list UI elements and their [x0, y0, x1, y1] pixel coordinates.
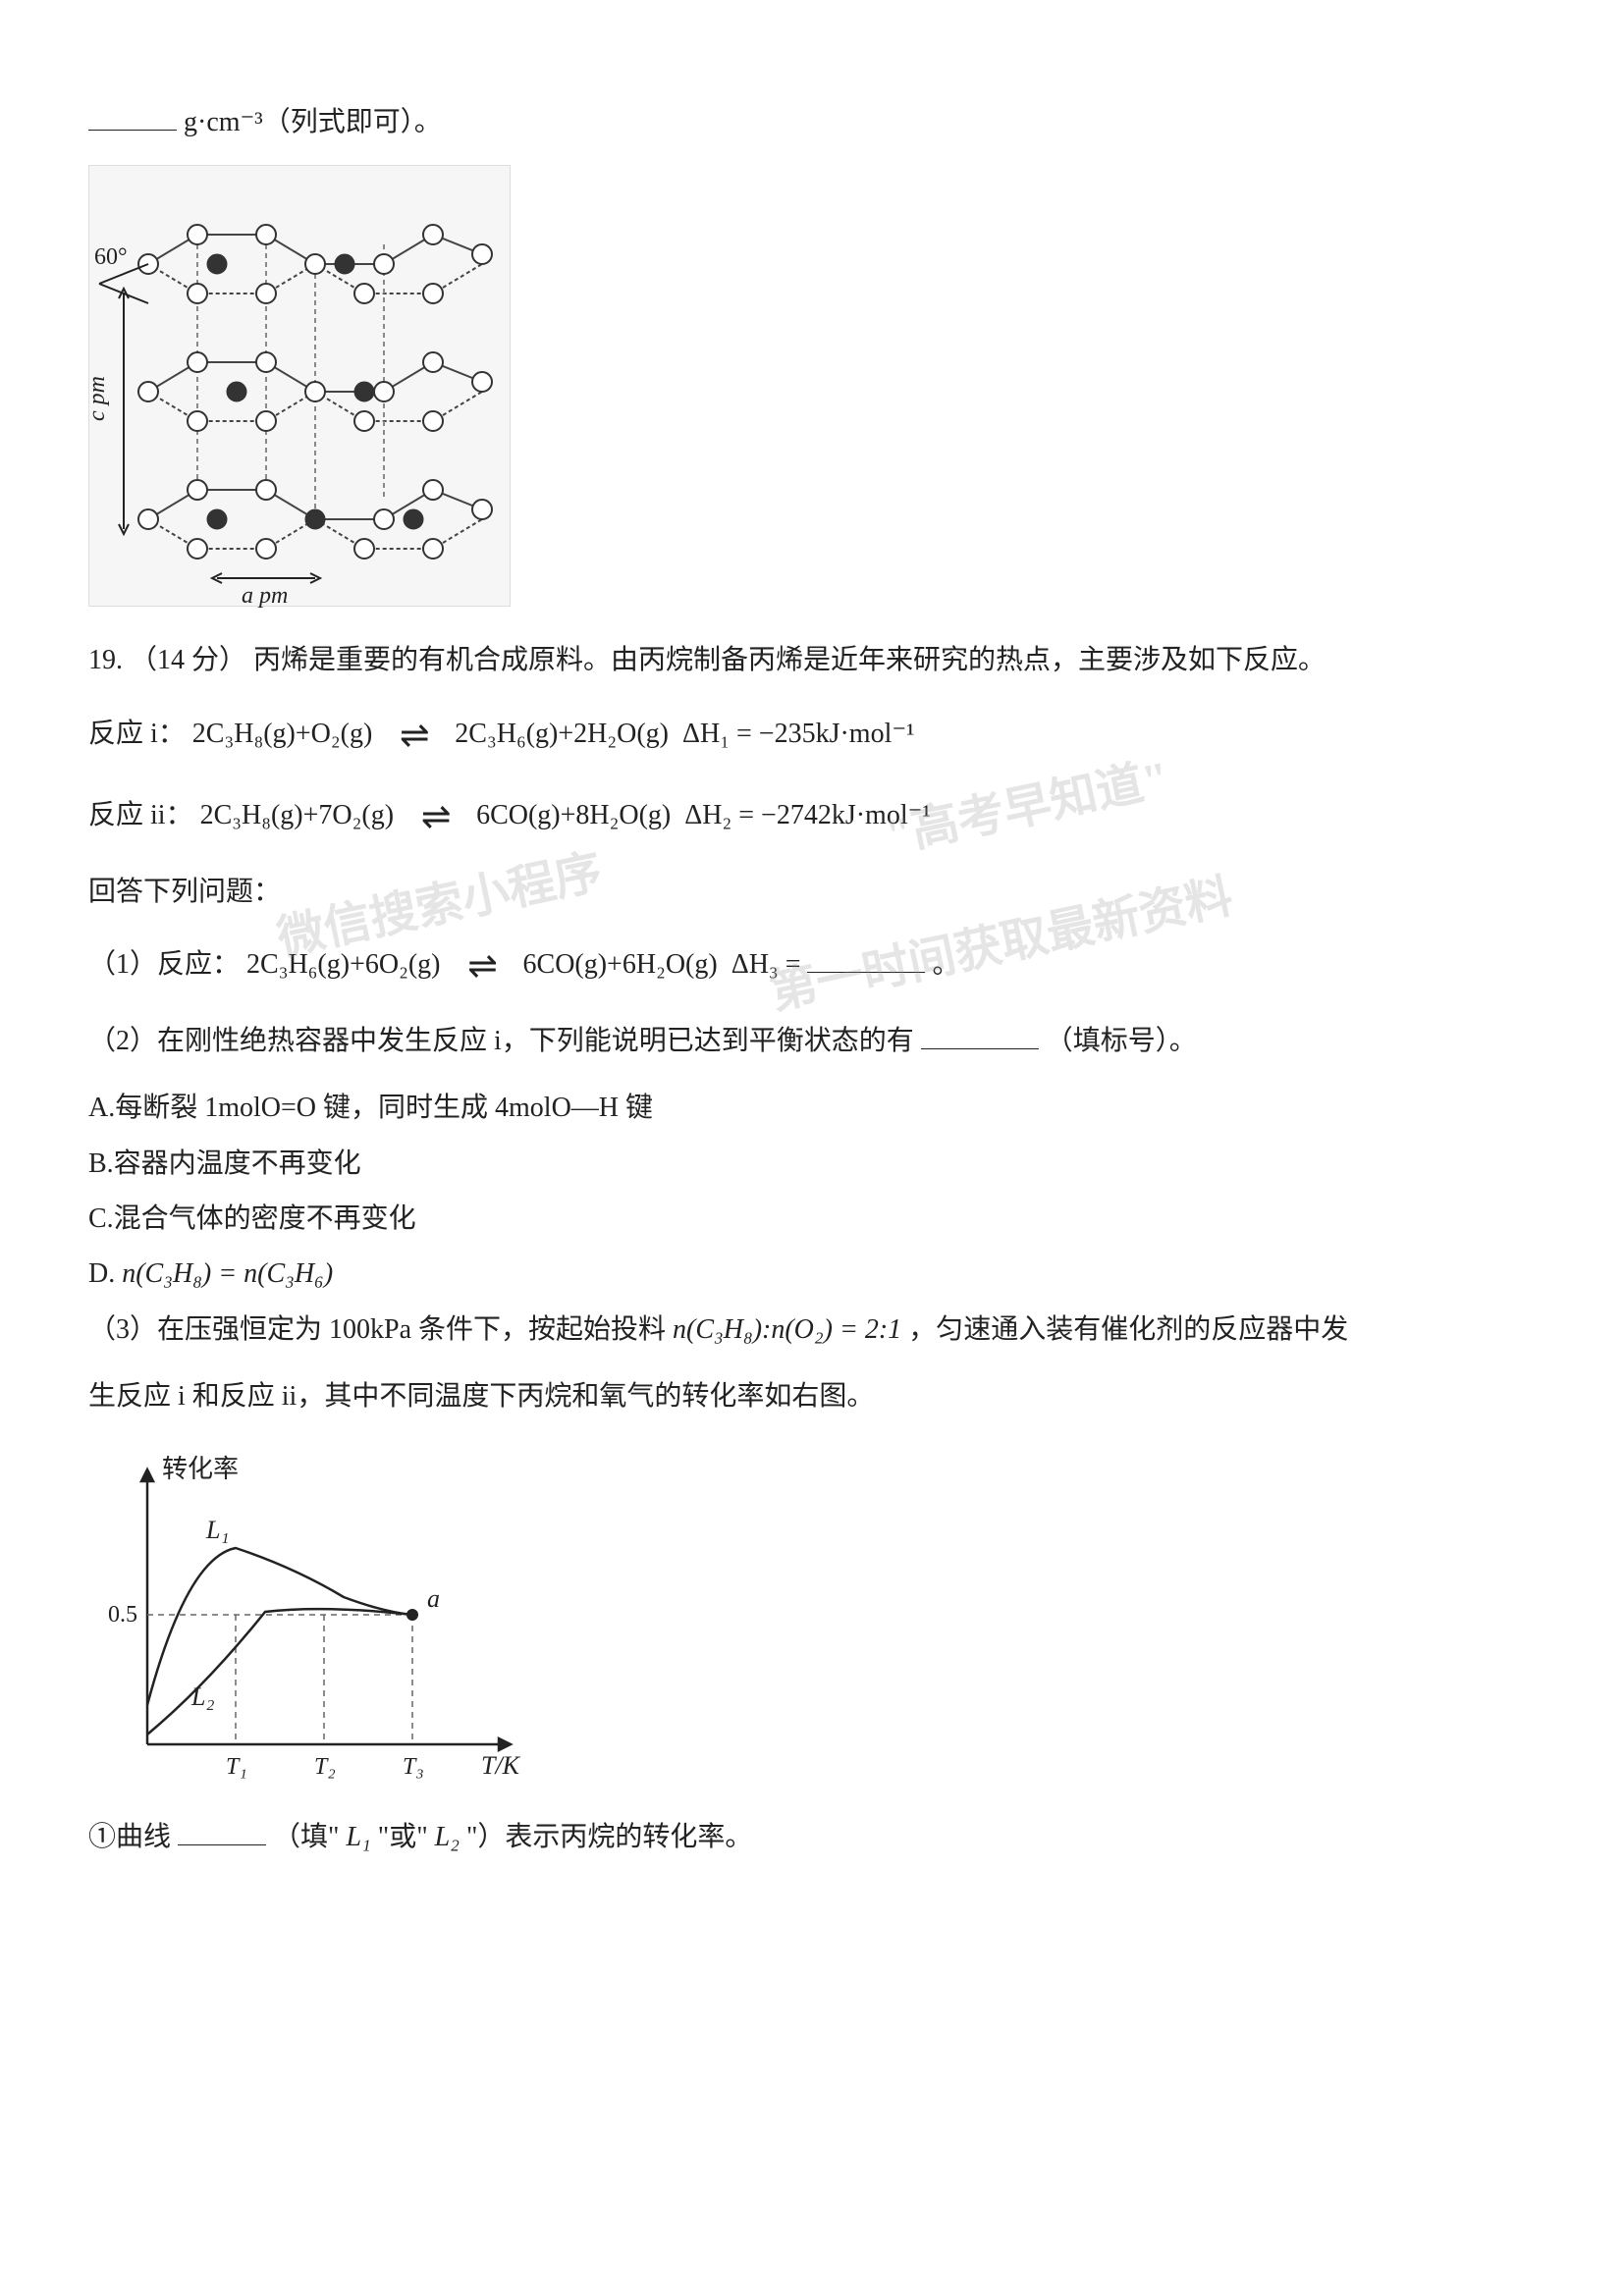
- c-axis-label: c pm: [89, 376, 110, 421]
- label-L1: L₁: [205, 1516, 230, 1544]
- q19-part3-cont: 生反应 i 和反应 ii，其中不同温度下丙烷和氧气的转化率如右图。: [88, 1372, 1536, 1421]
- answer-blank-density[interactable]: [88, 100, 177, 131]
- q19-part2: （2）在刚性绝热容器中发生反应 i，下列能说明已达到平衡状态的有 （填标号）。: [88, 1017, 1536, 1066]
- q19-points: （14 分）: [130, 645, 246, 675]
- answer-blank-dh3[interactable]: [807, 943, 925, 974]
- angle-label: 60°: [94, 244, 128, 270]
- q19-intro: 19. （14 分） 丙烯是重要的有机合成原料。由丙烷制备丙烯是近年来研究的热点…: [88, 636, 1536, 685]
- curve-L2: [147, 1609, 412, 1735]
- part2-text: （2）在刚性绝热容器中发生反应 i，下列能说明已达到平衡状态的有: [88, 1026, 914, 1056]
- answer-prompt: 回答下列问题：: [88, 868, 1536, 917]
- y-tick-0.5: 0.5: [108, 1602, 137, 1628]
- answer-blank-curve[interactable]: [178, 1815, 266, 1845]
- option-c: C.混合气体的密度不再变化: [88, 1195, 1536, 1244]
- point-a: [406, 1609, 418, 1621]
- q19-intro-text: 丙烯是重要的有机合成原料。由丙烷制备丙烯是近年来研究的热点，主要涉及如下反应。: [253, 645, 1326, 675]
- option-a: A.每断裂 1molO=O 键，同时生成 4molO—H 键: [88, 1084, 1536, 1133]
- reaction-ii-rhs: 6CO(g)+8H₂O(g): [476, 801, 671, 831]
- part1-lhs: 2C₃H₆(g)+6O₂(g): [246, 949, 441, 980]
- x-tick-t2: T₂: [314, 1754, 336, 1780]
- part1-dh: ΔH₃ =: [731, 949, 801, 980]
- sub1-l2: L₂: [435, 1822, 460, 1852]
- reaction-ii: 反应 ii： 2C₃H₈(g)+7O₂(g) 6CO(g)+8H₂O(g) ΔH…: [88, 785, 1536, 850]
- equilibrium-arrow-icon: [401, 785, 469, 850]
- x-tick-t3: T₃: [403, 1754, 424, 1780]
- part1-rhs: 6CO(g)+6H₂O(g): [523, 949, 718, 980]
- reaction-i-dh: ΔH₁ = −235kJ·mol⁻¹: [682, 719, 915, 749]
- x-axis-label: T/K: [481, 1751, 521, 1780]
- point-a-label: a: [427, 1584, 440, 1613]
- label-L2: L₂: [190, 1682, 215, 1711]
- part3-b: ，匀速通入装有催化剂的反应器中发: [908, 1314, 1348, 1345]
- conversion-graph: 转化率 T/K 0.5 T₁ T₂ T₃ L₁ L₂ a: [88, 1440, 540, 1784]
- y-axis-label: 转化率: [162, 1455, 239, 1483]
- part1-label: （1）反应：: [88, 949, 240, 980]
- a-axis-label: a pm: [242, 583, 288, 608]
- option-d-prefix: D.: [88, 1258, 115, 1289]
- sub1-or: "或": [378, 1822, 428, 1852]
- top-fragment: g·cm⁻³（列式即可）。: [88, 98, 1536, 147]
- reaction-ii-label: 反应 ii：: [88, 801, 193, 831]
- curve-L1: [147, 1548, 412, 1705]
- reaction-i-rhs: 2C₃H₆(g)+2H₂O(g): [455, 719, 669, 749]
- option-d-formula: n(C₃H₈) = n(C₃H₆): [122, 1258, 333, 1289]
- reaction-ii-dh: ΔH₂ = −2742kJ·mol⁻¹: [684, 801, 931, 831]
- answer-blank-part2[interactable]: [921, 1019, 1039, 1049]
- x-tick-t1: T₁: [226, 1754, 247, 1780]
- equilibrium-arrow-icon: [379, 704, 448, 769]
- unit-text: g·cm⁻³（列式即可）。: [184, 107, 442, 137]
- q19-part1: （1）反应： 2C₃H₆(g)+6O₂(g) 6CO(g)+6H₂O(g) ΔH…: [88, 934, 1536, 999]
- sub1-l1: L₁: [346, 1822, 370, 1852]
- part3-ratio: n(C₃H₈):n(O₂) = 2:1: [673, 1314, 901, 1345]
- part1-suffix: 。: [932, 949, 959, 980]
- q19-sub1: ①曲线 （填" L₁ "或" L₂ "）表示丙烷的转化率。: [88, 1813, 1536, 1862]
- sub1-mid: （填": [273, 1822, 339, 1852]
- sub1-end: "）表示丙烷的转化率。: [466, 1822, 752, 1852]
- graph-svg: 转化率 T/K 0.5 T₁ T₂ T₃ L₁ L₂ a: [88, 1440, 540, 1784]
- sub1-prefix: ①曲线: [88, 1822, 171, 1852]
- crystal-structure-diagram: 60° c pm a pm: [88, 165, 511, 607]
- part2-suffix: （填标号）。: [1046, 1026, 1197, 1056]
- reaction-i-lhs: 2C₃H₈(g)+O₂(g): [192, 719, 373, 749]
- part3-a: （3）在压强恒定为 100kPa 条件下，按起始投料: [88, 1314, 666, 1345]
- option-b: B.容器内温度不再变化: [88, 1140, 1536, 1189]
- reaction-ii-lhs: 2C₃H₈(g)+7O₂(g): [200, 801, 395, 831]
- q19-number: 19.: [88, 645, 123, 675]
- reaction-i-label: 反应 i：: [88, 719, 186, 749]
- crystal-svg: 60° c pm a pm: [89, 166, 512, 608]
- q19-part3: （3）在压强恒定为 100kPa 条件下，按起始投料 n(C₃H₈):n(O₂)…: [88, 1306, 1536, 1355]
- reaction-i: 反应 i： 2C₃H₈(g)+O₂(g) 2C₃H₆(g)+2H₂O(g) ΔH…: [88, 704, 1536, 769]
- option-d: D. n(C₃H₈) = n(C₃H₆): [88, 1250, 1536, 1299]
- equilibrium-arrow-icon: [448, 934, 516, 999]
